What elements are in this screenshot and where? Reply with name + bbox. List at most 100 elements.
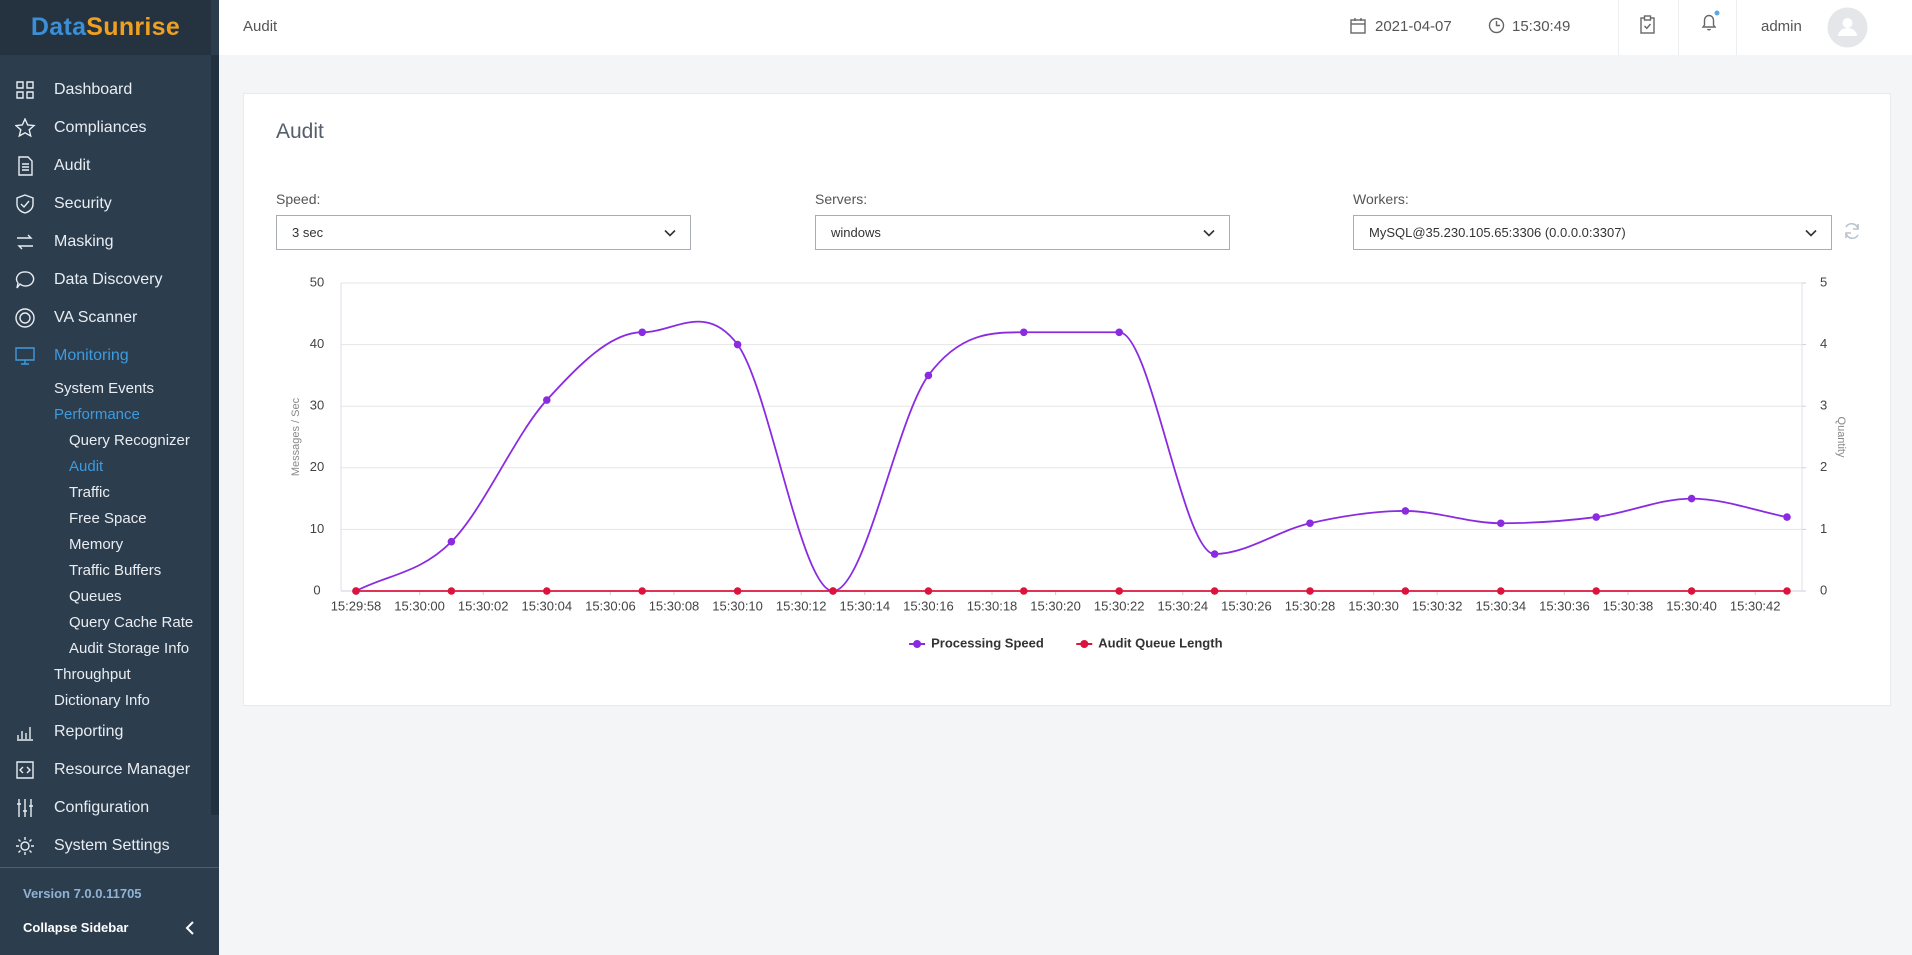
submenu-label: Traffic Buffers bbox=[69, 561, 162, 579]
data-point bbox=[1115, 328, 1123, 337]
submenu-label: Query Cache Rate bbox=[69, 613, 194, 631]
y-tick-label: 10 bbox=[310, 521, 324, 536]
menu-label: Audit bbox=[54, 157, 91, 174]
menu-label: Monitoring bbox=[54, 347, 129, 364]
data-point bbox=[1592, 513, 1600, 521]
submenu-item[interactable]: Audit Storage Info bbox=[0, 635, 211, 661]
data-point bbox=[1020, 587, 1028, 595]
menu-item[interactable]: Reporting bbox=[0, 713, 211, 751]
submenu-item[interactable]: Queues bbox=[0, 583, 211, 609]
x-tick-label: 15:30:28 bbox=[1285, 598, 1336, 613]
menu-icon bbox=[15, 308, 35, 328]
menu-item[interactable]: System Settings bbox=[0, 827, 211, 865]
submenu-item[interactable]: Free Space bbox=[0, 505, 211, 531]
menu: Dashboard Compliances Audit Security Masking… bbox=[0, 71, 211, 865]
menu-item[interactable]: Audit bbox=[0, 147, 211, 185]
submenu-item[interactable]: Traffic bbox=[0, 479, 211, 505]
submenu-item[interactable]: Throughput bbox=[0, 661, 211, 687]
menu-label: Data Discovery bbox=[54, 271, 163, 288]
tasks-icon[interactable] bbox=[1640, 15, 1655, 34]
menu-icon bbox=[16, 761, 34, 779]
filter-label: Workers: bbox=[1353, 191, 1409, 207]
menu-label: Dashboard bbox=[54, 81, 133, 98]
data-point bbox=[1687, 494, 1696, 503]
series-line bbox=[355, 320, 1788, 592]
x-tick-label: 15:29:58 bbox=[331, 598, 382, 613]
notifications-icon[interactable] bbox=[1700, 10, 1720, 34]
dropdown-chevron bbox=[1805, 229, 1817, 237]
submenu-item[interactable]: Query Recognizer bbox=[0, 427, 211, 453]
separator bbox=[0, 867, 219, 868]
submenu-item[interactable]: System Events bbox=[0, 375, 211, 401]
menu-item[interactable]: Monitoring bbox=[0, 337, 211, 375]
y-axis-label: Messages / Sec bbox=[290, 397, 302, 476]
menu-item[interactable]: Dashboard bbox=[0, 71, 211, 109]
data-point bbox=[829, 587, 837, 595]
scrollbar[interactable] bbox=[211, 55, 219, 815]
menu-label: Resource Manager bbox=[54, 761, 191, 778]
y2-axis-label: Quantity bbox=[1835, 417, 1847, 458]
menu-label: Security bbox=[54, 195, 112, 212]
submenu-label: Traffic bbox=[69, 483, 110, 501]
submenu-item[interactable]: Traffic Buffers bbox=[0, 557, 211, 583]
filter-value: windows bbox=[831, 225, 881, 240]
filter-select[interactable]: 3 sec bbox=[276, 215, 691, 250]
logo[interactable]: Data Sunrise bbox=[0, 0, 211, 55]
chart: 0 10 20 30 40 50 0 1 2 3 4 5 15:29:58 15:30:00 15:30:0… bbox=[290, 274, 1847, 650]
submenu-item[interactable]: Performance bbox=[0, 401, 211, 427]
x-tick-label: 15:30:22 bbox=[1094, 598, 1145, 613]
data-point bbox=[638, 328, 646, 337]
data-point bbox=[447, 537, 456, 546]
filter-select[interactable]: windows bbox=[815, 215, 1230, 250]
submenu-label: Throughput bbox=[54, 665, 131, 683]
legend-label[interactable]: Processing Speed bbox=[931, 635, 1044, 650]
x-tick-label: 15:30:04 bbox=[521, 598, 572, 613]
menu-icon bbox=[16, 81, 34, 99]
menu-item[interactable]: VA Scanner bbox=[0, 299, 211, 337]
submenu-item[interactable]: Audit bbox=[0, 453, 211, 479]
menu-item[interactable]: Data Discovery bbox=[0, 261, 211, 299]
submenu-label: Dictionary Info bbox=[54, 691, 150, 709]
collapse-icon[interactable] bbox=[183, 920, 197, 936]
refresh-icon[interactable] bbox=[1842, 221, 1862, 241]
menu-label: Compliances bbox=[54, 119, 147, 136]
data-point bbox=[1687, 587, 1696, 595]
submenu-item[interactable]: Memory bbox=[0, 531, 211, 557]
submenu-label: Query Recognizer bbox=[69, 431, 190, 449]
menu-item[interactable]: Masking bbox=[0, 223, 211, 261]
menu-item[interactable]: Resource Manager bbox=[0, 751, 211, 789]
data-point bbox=[1592, 587, 1600, 595]
filter-select[interactable]: MySQL@35.230.105.65:3306 (0.0.0.0:3307) bbox=[1353, 215, 1832, 250]
divider bbox=[1678, 0, 1679, 55]
x-tick-label: 15:30:26 bbox=[1221, 598, 1272, 613]
y2-tick-label: 0 bbox=[1820, 582, 1827, 597]
legend-marker bbox=[1080, 640, 1089, 648]
data-point bbox=[733, 587, 742, 595]
avatar[interactable] bbox=[1827, 7, 1868, 48]
collapse-sidebar[interactable]: Collapse Sidebar bbox=[23, 920, 129, 935]
submenu-item[interactable]: Dictionary Info bbox=[0, 687, 211, 713]
legend-label[interactable]: Audit Queue Length bbox=[1098, 635, 1222, 650]
clock-icon bbox=[1488, 17, 1505, 34]
y-tick-label: 0 bbox=[313, 582, 320, 597]
menu-item[interactable]: Configuration bbox=[0, 789, 211, 827]
user-name[interactable]: admin bbox=[1761, 18, 1802, 35]
version: Version 7.0.0.11705 bbox=[23, 886, 142, 901]
filter-label: Speed: bbox=[276, 191, 321, 207]
calendar-icon bbox=[1350, 18, 1366, 34]
sidebar: Data Sunrise Dashboard Compliances Audit Sec… bbox=[0, 0, 219, 955]
y2-tick-label: 1 bbox=[1820, 521, 1827, 536]
menu-icon bbox=[17, 727, 33, 741]
data-point bbox=[638, 587, 646, 595]
dropdown-chevron bbox=[664, 229, 676, 237]
header: Audit 2021-04-07 15:30:49 admin bbox=[219, 0, 1912, 55]
menu-item[interactable]: Security bbox=[0, 185, 211, 223]
data-point bbox=[1210, 550, 1219, 558]
menu-icon bbox=[15, 118, 36, 138]
x-tick-label: 15:30:14 bbox=[839, 598, 890, 613]
data-point bbox=[1306, 519, 1314, 528]
submenu-item[interactable]: Query Cache Rate bbox=[0, 609, 211, 635]
logo-data: Data bbox=[30, 13, 87, 41]
menu-item[interactable]: Compliances bbox=[0, 109, 211, 147]
